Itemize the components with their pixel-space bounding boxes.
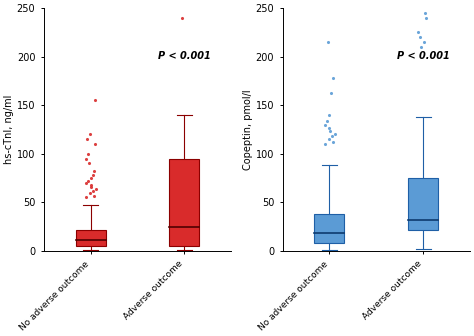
Text: P < 0.001: P < 0.001 bbox=[397, 51, 450, 61]
Point bbox=[86, 190, 93, 195]
Bar bbox=[408, 178, 438, 229]
Point bbox=[416, 34, 424, 40]
Point bbox=[83, 136, 91, 142]
Point bbox=[415, 30, 422, 35]
Bar bbox=[314, 214, 345, 243]
Point bbox=[89, 188, 97, 193]
Point bbox=[329, 139, 337, 145]
Point bbox=[321, 122, 328, 127]
Point bbox=[178, 15, 186, 20]
Point bbox=[91, 141, 99, 147]
Point bbox=[328, 91, 335, 96]
Point bbox=[92, 186, 100, 192]
Point bbox=[326, 126, 333, 131]
Point bbox=[84, 178, 91, 184]
Point bbox=[321, 141, 328, 147]
Point bbox=[90, 169, 98, 174]
Point bbox=[91, 97, 99, 103]
Y-axis label: hs-cTnI, ng/ml: hs-cTnI, ng/ml bbox=[4, 95, 14, 164]
Point bbox=[324, 39, 332, 45]
Point bbox=[325, 136, 333, 142]
Point bbox=[87, 175, 94, 181]
Point bbox=[328, 133, 336, 139]
Point bbox=[89, 172, 96, 178]
Point bbox=[86, 132, 94, 137]
Point bbox=[423, 15, 430, 20]
Bar bbox=[169, 159, 199, 246]
Bar bbox=[75, 229, 106, 246]
Y-axis label: Copeptin, pmol/l: Copeptin, pmol/l bbox=[243, 89, 253, 170]
Point bbox=[420, 39, 428, 45]
Point bbox=[326, 112, 333, 118]
Point bbox=[87, 184, 95, 190]
Point bbox=[421, 10, 429, 15]
Point bbox=[331, 132, 338, 137]
Point bbox=[326, 129, 334, 134]
Point bbox=[329, 75, 337, 81]
Point bbox=[82, 180, 90, 185]
Text: P < 0.001: P < 0.001 bbox=[158, 51, 211, 61]
Point bbox=[323, 118, 331, 123]
Point bbox=[417, 44, 425, 49]
Point bbox=[82, 156, 90, 161]
Point bbox=[82, 195, 90, 200]
Point bbox=[84, 151, 92, 157]
Point bbox=[87, 182, 94, 187]
Point bbox=[90, 193, 98, 198]
Point bbox=[85, 161, 93, 166]
